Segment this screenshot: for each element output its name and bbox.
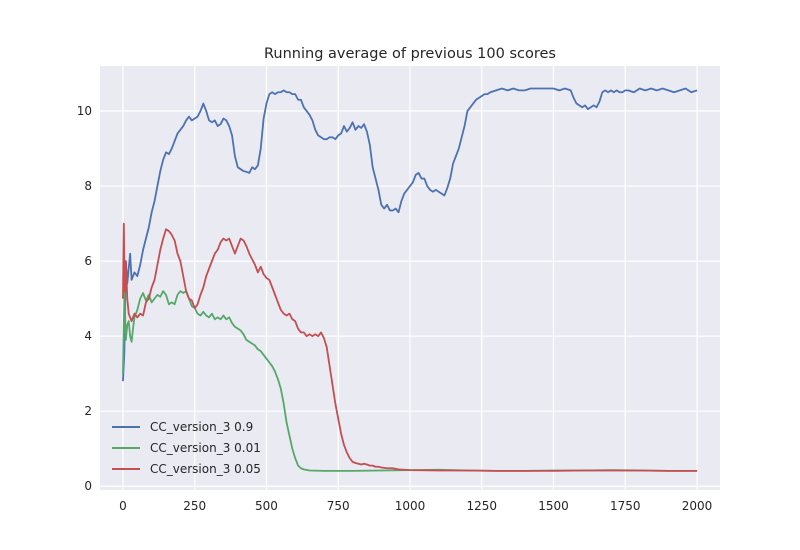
x-axis-ticks: 0 250 500 750 1000 1250 1500 1750 2000 [119, 499, 712, 513]
series-line-2 [122, 290, 698, 472]
y-tick-label: 4 [84, 329, 92, 343]
legend-label-2: CC_version_3 0.01 [150, 441, 261, 455]
legend-label-1: CC_version_3 0.9 [150, 420, 253, 434]
series-lines [122, 87, 698, 472]
y-tick-label: 10 [77, 104, 92, 118]
x-tick-label: 750 [327, 499, 350, 513]
x-tick-label: 2000 [682, 499, 713, 513]
y-tick-label: 2 [84, 404, 92, 418]
y-tick-label: 6 [84, 254, 92, 268]
y-tick-label: 8 [84, 179, 92, 193]
x-tick-label: 500 [255, 499, 278, 513]
y-tick-label: 0 [84, 479, 92, 493]
series-line-3 [122, 222, 698, 472]
series-line-1 [122, 87, 698, 382]
chart-title: Running average of previous 100 scores [264, 46, 556, 62]
x-tick-label: 1000 [395, 499, 426, 513]
x-tick-label: 1250 [466, 499, 497, 513]
grid-lines [100, 66, 720, 490]
x-tick-label: 0 [119, 499, 127, 513]
y-axis-ticks: 0 2 4 6 8 10 [77, 104, 92, 493]
x-tick-label: 1750 [610, 499, 641, 513]
legend: CC_version_3 0.9 CC_version_3 0.01 CC_vers… [112, 420, 261, 476]
x-tick-label: 1500 [538, 499, 569, 513]
legend-label-3: CC_version_3 0.05 [150, 462, 261, 476]
x-tick-label: 250 [183, 499, 206, 513]
